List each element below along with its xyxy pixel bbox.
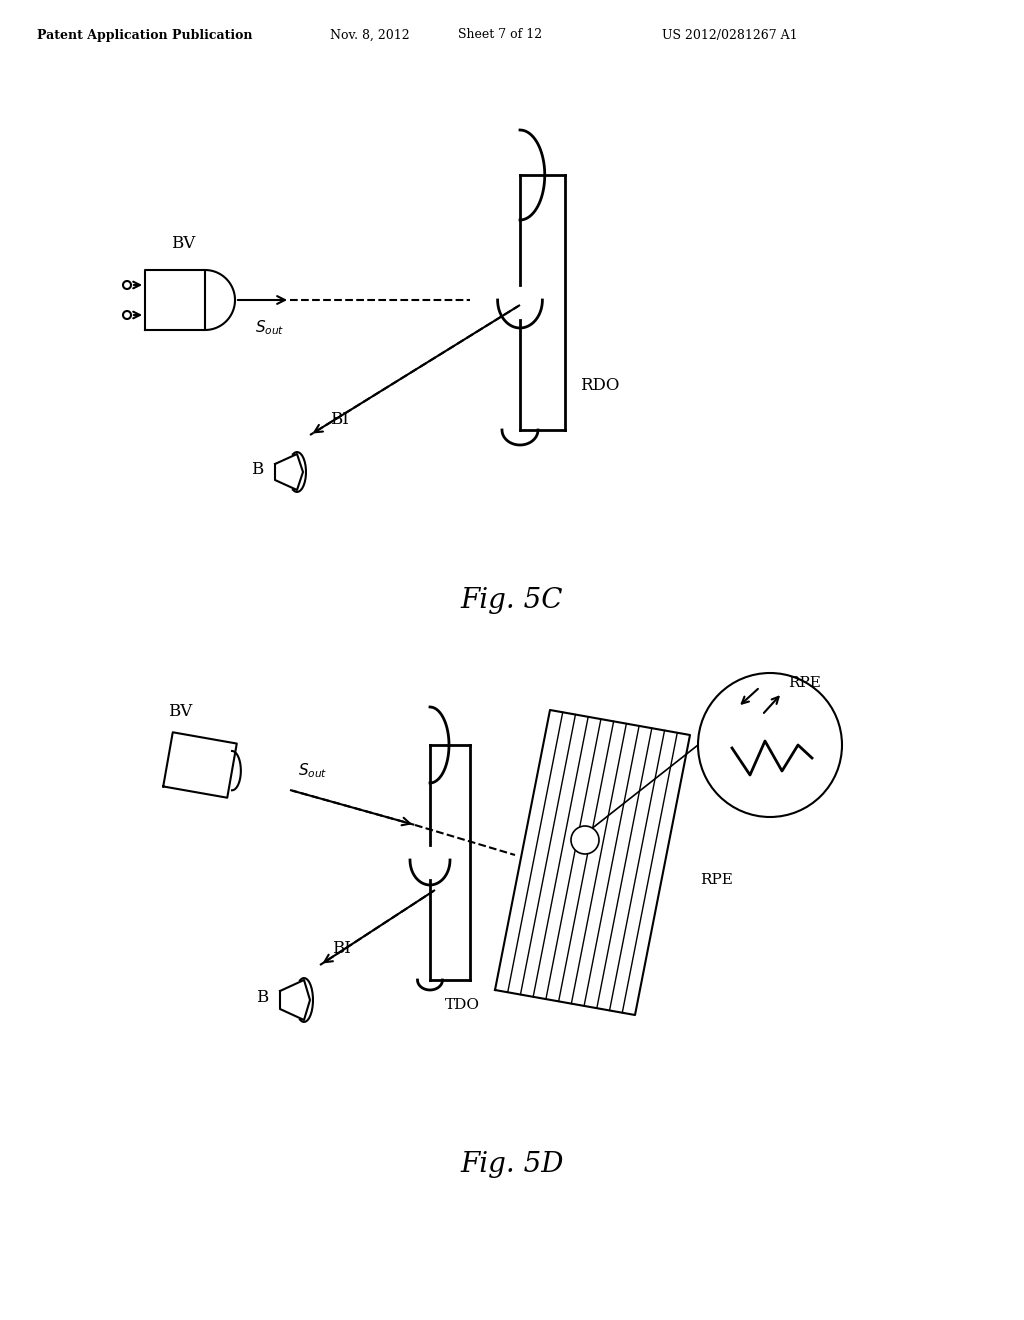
Text: Nov. 8, 2012: Nov. 8, 2012 (330, 29, 410, 41)
Text: BI: BI (332, 940, 351, 957)
Text: US 2012/0281267 A1: US 2012/0281267 A1 (663, 29, 798, 41)
Circle shape (123, 281, 131, 289)
Text: B: B (251, 462, 263, 479)
Text: TDO: TDO (445, 998, 480, 1012)
Text: $S_{out}$: $S_{out}$ (255, 318, 285, 337)
Text: B: B (256, 990, 268, 1006)
Text: RDO: RDO (580, 376, 620, 393)
Circle shape (571, 826, 599, 854)
Text: Fig. 5D: Fig. 5D (460, 1151, 564, 1179)
Circle shape (123, 312, 131, 319)
Text: BV: BV (171, 235, 196, 252)
Text: RPE: RPE (788, 676, 821, 690)
Text: BI: BI (330, 412, 349, 429)
Text: $S_{out}$: $S_{out}$ (298, 762, 328, 780)
Text: Patent Application Publication: Patent Application Publication (37, 29, 253, 41)
Circle shape (698, 673, 842, 817)
Text: BV: BV (168, 702, 193, 719)
Text: Sheet 7 of 12: Sheet 7 of 12 (458, 29, 542, 41)
Text: RPE: RPE (700, 873, 733, 887)
Text: Fig. 5C: Fig. 5C (461, 586, 563, 614)
